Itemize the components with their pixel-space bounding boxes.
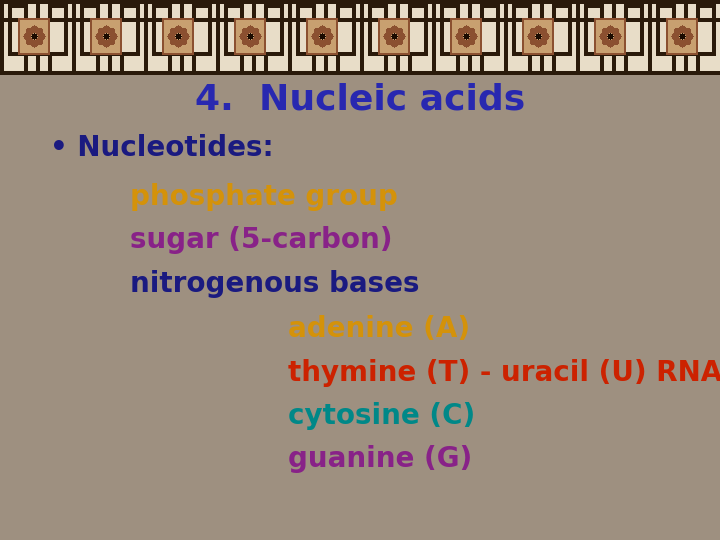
Text: phosphate group: phosphate group xyxy=(130,183,397,211)
Text: nitrogenous bases: nitrogenous bases xyxy=(130,269,419,298)
Text: thymine (T) - uracil (U) RNA: thymine (T) - uracil (U) RNA xyxy=(288,359,720,387)
Text: • Nucleotides:: • Nucleotides: xyxy=(50,134,274,163)
Text: sugar (5-carbon): sugar (5-carbon) xyxy=(130,226,392,254)
Text: 4.  Nucleic acids: 4. Nucleic acids xyxy=(195,83,525,117)
Text: adenine (A): adenine (A) xyxy=(288,315,470,343)
Text: cytosine (C): cytosine (C) xyxy=(288,402,475,430)
Text: guanine (G): guanine (G) xyxy=(288,445,472,473)
